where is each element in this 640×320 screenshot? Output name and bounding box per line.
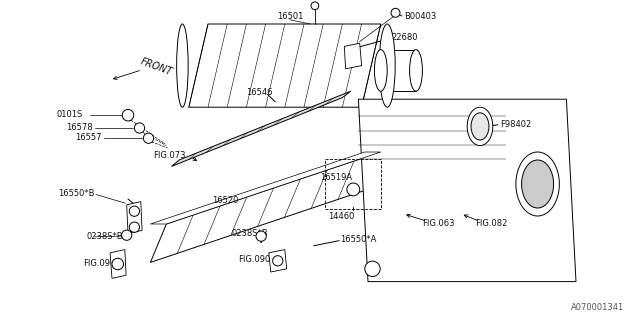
Text: 0238S*B: 0238S*B <box>231 229 268 238</box>
Polygon shape <box>110 250 126 278</box>
Text: FIG.063: FIG.063 <box>422 219 455 228</box>
Polygon shape <box>127 202 142 234</box>
Text: FIG.090: FIG.090 <box>83 260 115 268</box>
Polygon shape <box>344 43 362 69</box>
Circle shape <box>129 222 140 232</box>
Circle shape <box>256 231 266 241</box>
Circle shape <box>311 2 319 10</box>
Circle shape <box>129 206 140 216</box>
Text: F98402: F98402 <box>500 120 532 129</box>
Text: 16519A: 16519A <box>321 173 353 182</box>
Polygon shape <box>269 250 287 272</box>
Text: 16578: 16578 <box>66 123 93 132</box>
Circle shape <box>273 256 283 266</box>
Text: 16550*A: 16550*A <box>340 235 377 244</box>
Text: B00403: B00403 <box>404 12 436 20</box>
Text: FIG.082: FIG.082 <box>475 219 508 228</box>
Text: FIG.090: FIG.090 <box>239 255 271 264</box>
Text: 0101S: 0101S <box>57 110 83 119</box>
Polygon shape <box>172 91 351 166</box>
Ellipse shape <box>516 152 559 216</box>
Ellipse shape <box>471 113 489 140</box>
Polygon shape <box>381 50 416 91</box>
Circle shape <box>143 133 154 143</box>
Polygon shape <box>150 152 381 224</box>
Text: FRONT: FRONT <box>140 56 174 77</box>
Circle shape <box>365 261 380 276</box>
Circle shape <box>112 258 124 270</box>
Text: 16550*B: 16550*B <box>58 189 95 198</box>
Text: 16546: 16546 <box>246 88 273 97</box>
Text: 16520: 16520 <box>212 196 239 205</box>
Text: 0238S*B: 0238S*B <box>86 232 123 241</box>
Text: A070001341: A070001341 <box>571 303 624 312</box>
Ellipse shape <box>522 160 554 208</box>
Text: 14460: 14460 <box>328 212 355 221</box>
Text: FIG.073: FIG.073 <box>153 151 186 160</box>
Polygon shape <box>150 152 381 262</box>
Circle shape <box>122 109 134 121</box>
Polygon shape <box>358 99 576 282</box>
Circle shape <box>391 8 400 17</box>
Text: 22680: 22680 <box>392 33 418 42</box>
Polygon shape <box>189 24 381 107</box>
Ellipse shape <box>380 24 396 107</box>
Text: 16557: 16557 <box>75 133 101 142</box>
Ellipse shape <box>177 24 188 107</box>
Ellipse shape <box>467 107 493 146</box>
Text: 16501: 16501 <box>276 12 303 21</box>
Ellipse shape <box>410 50 422 91</box>
Circle shape <box>347 183 360 196</box>
Ellipse shape <box>374 50 387 91</box>
Bar <box>325 159 381 209</box>
Circle shape <box>134 123 145 133</box>
Circle shape <box>122 230 132 240</box>
